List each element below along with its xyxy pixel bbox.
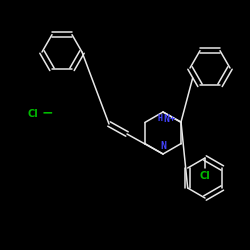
Text: N: N	[160, 141, 166, 151]
Text: N: N	[163, 114, 169, 124]
Text: H: H	[157, 114, 162, 123]
Text: −: −	[42, 105, 54, 119]
Text: Cl: Cl	[200, 171, 210, 181]
Text: +: +	[170, 114, 175, 123]
Text: Cl: Cl	[28, 109, 39, 119]
